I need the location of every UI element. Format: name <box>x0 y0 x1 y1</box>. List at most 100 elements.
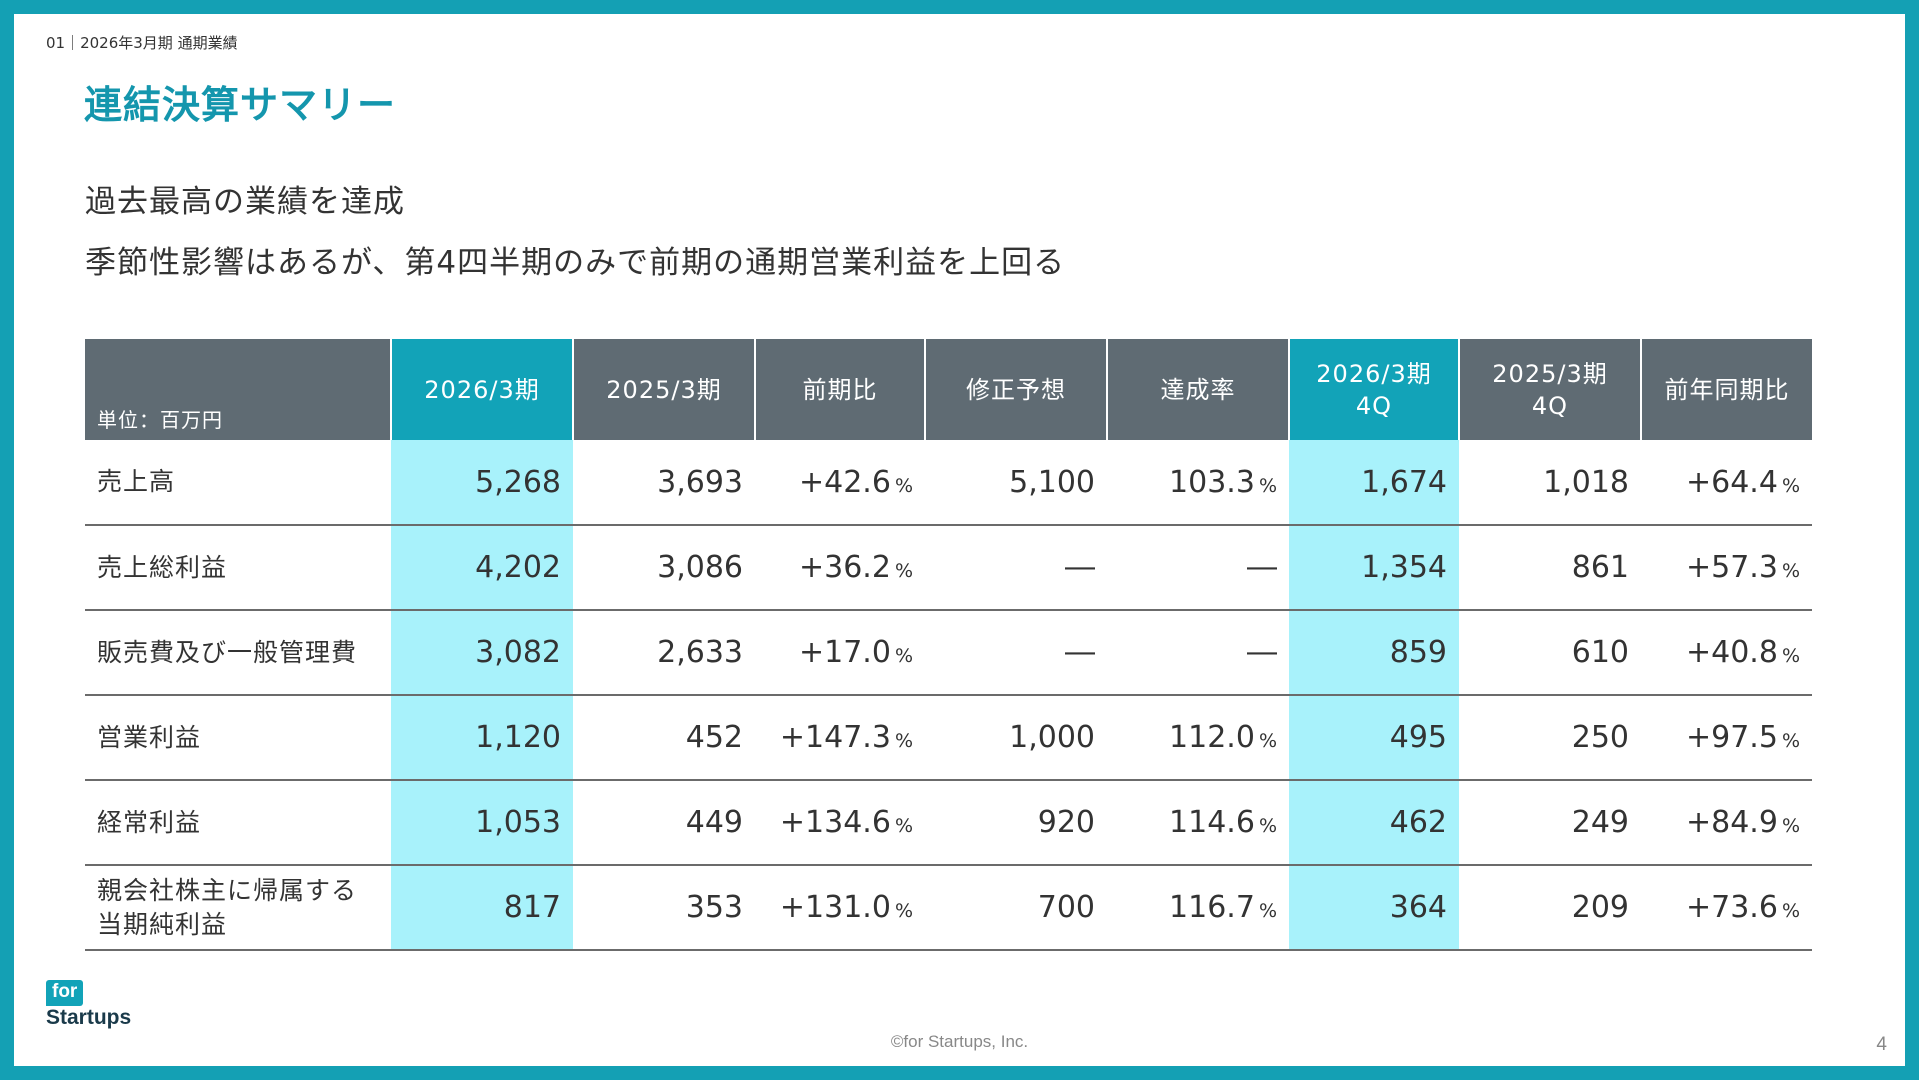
financial-summary-table: 単位：百万円 2026/3期 2025/3期 前期比 修正予想 達成率 2026/3期 4… <box>85 339 1812 951</box>
table-cell: +17.0% <box>755 610 925 696</box>
cell-value: ― <box>1247 635 1277 670</box>
cell-value: 364 <box>1389 890 1447 925</box>
table-row: 売上高 5,268 3,693 +42.6% 5,100 103.3% 1,674 1,018… <box>85 440 1812 526</box>
table-cell: 1,018 <box>1459 440 1641 526</box>
column-header: 達成率 <box>1107 339 1290 440</box>
table-body: 売上高 5,268 3,693 +42.6% 5,100 103.3% 1,674 1,018… <box>85 440 1812 951</box>
section-label: 01｜2026年3月期 通期業績 <box>46 34 238 52</box>
table-cell: 861 <box>1459 525 1641 611</box>
cell-value: 249 <box>1571 805 1629 840</box>
cell-value: 817 <box>503 890 561 925</box>
table-cell: 5,268 <box>391 440 573 526</box>
column-header: 修正予想 <box>925 339 1108 440</box>
table-cell: +40.8% <box>1641 610 1812 696</box>
cell-value: 103.3 <box>1169 464 1255 500</box>
cell-value: +42.6 <box>799 464 891 500</box>
cell-value: +40.8 <box>1686 635 1778 670</box>
cell-value: 209 <box>1571 890 1629 925</box>
percent-unit: % <box>894 474 913 497</box>
cell-value: 610 <box>1571 635 1629 670</box>
table-cell: 920 <box>925 780 1107 866</box>
page-number: 4 <box>1876 1034 1887 1055</box>
table-cell: ― <box>1107 525 1289 611</box>
table-cell: 3,086 <box>573 525 755 611</box>
table-cell: 1,053 <box>391 780 573 866</box>
logo-text: Startups <box>46 1006 132 1029</box>
cell-value: 1,018 <box>1543 464 1629 500</box>
cell-value: +57.3 <box>1686 550 1778 585</box>
table-cell: 3,082 <box>391 610 573 696</box>
table-cell: 817 <box>391 865 573 951</box>
percent-unit: % <box>894 815 913 837</box>
table-cell: +147.3% <box>755 695 925 781</box>
table-cell: ― <box>925 610 1107 696</box>
table-cell: 495 <box>1289 695 1459 781</box>
cell-value: +73.6 <box>1686 890 1778 925</box>
table-cell: 700 <box>925 865 1107 951</box>
table-cell: +97.5% <box>1641 695 1812 781</box>
cell-value: 5,268 <box>475 464 561 500</box>
cell-value: 462 <box>1389 805 1447 840</box>
percent-unit: % <box>1781 900 1800 922</box>
cell-value: 1,053 <box>475 805 561 840</box>
table-cell: 610 <box>1459 610 1641 696</box>
table-cell: 103.3% <box>1107 440 1289 526</box>
percent-unit: % <box>894 645 913 667</box>
cell-value: 1,000 <box>1009 720 1095 755</box>
table-cell: +84.9% <box>1641 780 1812 866</box>
lead-line-2: 季節性影響はあるが、第4四半期のみで前期の通期営業利益を上回る <box>85 245 1066 281</box>
percent-unit: % <box>894 900 913 922</box>
table-cell: 859 <box>1289 610 1459 696</box>
table-row: 売上総利益 4,202 3,086 +36.2% ― ― 1,354 861 +57.3% <box>85 525 1812 611</box>
table-cell: 452 <box>573 695 755 781</box>
table-cell: 462 <box>1289 780 1459 866</box>
percent-unit: % <box>1258 815 1277 837</box>
column-header: 前年同期比 <box>1641 339 1812 440</box>
column-header: 2026/3期 4Q <box>1289 339 1460 440</box>
row-label: 売上総利益 <box>85 525 391 611</box>
percent-unit: % <box>1781 560 1800 582</box>
cell-value: 1,674 <box>1361 464 1447 500</box>
cell-value: +17.0 <box>799 635 891 670</box>
percent-unit: % <box>1258 474 1277 497</box>
percent-unit: % <box>1258 730 1277 752</box>
percent-unit: % <box>1781 815 1800 837</box>
lead-line-1: 過去最高の業績を達成 <box>85 184 405 220</box>
table-cell: ― <box>1107 610 1289 696</box>
percent-unit: % <box>894 730 913 752</box>
for-startups-logo: for Startups <box>46 980 131 1030</box>
table-cell: 2,633 <box>573 610 755 696</box>
table-cell: 449 <box>573 780 755 866</box>
unit-label: 単位：百万円 <box>85 339 392 440</box>
table-cell: 209 <box>1459 865 1641 951</box>
table-cell: +134.6% <box>755 780 925 866</box>
cell-value: 495 <box>1389 720 1447 755</box>
table-cell: 1,120 <box>391 695 573 781</box>
percent-unit: % <box>1781 645 1800 667</box>
cell-value: +64.4 <box>1686 464 1778 500</box>
cell-value: +147.3 <box>779 720 891 755</box>
table-cell: ― <box>925 525 1107 611</box>
cell-value: 3,082 <box>475 635 561 670</box>
cell-value: 2,633 <box>657 635 743 670</box>
cell-value: 353 <box>685 890 743 925</box>
table-cell: 1,354 <box>1289 525 1459 611</box>
cell-value: 4,202 <box>475 550 561 585</box>
table-cell: 353 <box>573 865 755 951</box>
percent-unit: % <box>1258 900 1277 922</box>
page-title: 連結決算サマリー <box>84 83 397 127</box>
cell-value: +97.5 <box>1686 720 1778 755</box>
table-cell: 114.6% <box>1107 780 1289 866</box>
table-cell: 1,674 <box>1289 440 1459 526</box>
table-cell: +36.2% <box>755 525 925 611</box>
table-row: 販売費及び一般管理費 3,082 2,633 +17.0% ― ― 859 610 +40.8% <box>85 610 1812 696</box>
logo-badge: for <box>46 980 84 1006</box>
cell-value: 1,354 <box>1361 550 1447 585</box>
cell-value: 449 <box>685 805 743 840</box>
table-cell: +131.0% <box>755 865 925 951</box>
row-label: 売上高 <box>85 440 391 526</box>
table-cell: 250 <box>1459 695 1641 781</box>
row-label: 経常利益 <box>85 780 391 866</box>
column-header: 前期比 <box>755 339 926 440</box>
copyright: ©for Startups, Inc. <box>890 1032 1029 1051</box>
